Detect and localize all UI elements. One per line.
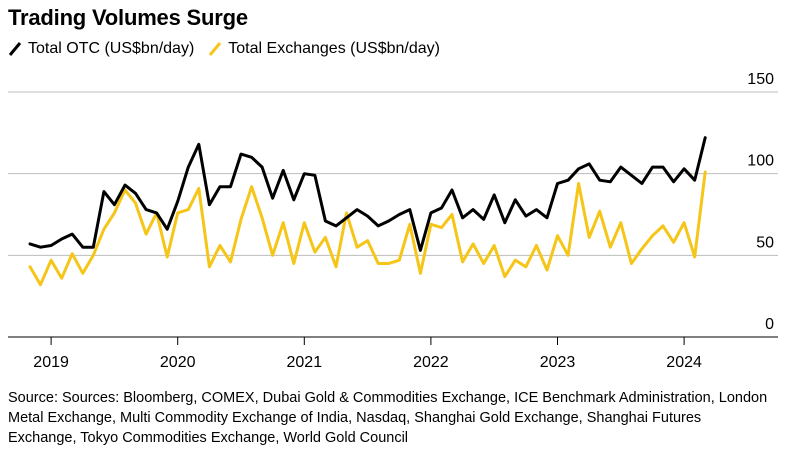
x-tick-label: 2020 [160, 354, 196, 371]
y-tick-label: 150 [747, 71, 774, 88]
x-tick-label: 2024 [666, 354, 702, 371]
legend-item-exchanges: Total Exchanges (US$bn/day) [208, 40, 440, 58]
source-note: Source: Sources: Bloomberg, COMEX, Dubai… [8, 390, 768, 446]
x-tick-label: 2021 [287, 354, 323, 371]
legend-label-otc: Total OTC (US$bn/day) [28, 40, 195, 57]
y-tick-label: 50 [756, 234, 774, 251]
x-tick-label: 2019 [33, 354, 69, 371]
y-tick-label: 0 [765, 316, 774, 333]
chart-title: Trading Volumes Surge [8, 5, 248, 30]
legend-swatch-otc [8, 42, 22, 56]
legend-swatch-exchanges [208, 42, 222, 56]
legend-item-otc: Total OTC (US$bn/day) [8, 40, 194, 58]
legend: Total OTC (US$bn/day) Total Exchanges (U… [8, 40, 454, 58]
x-tick-label: 2023 [540, 354, 576, 371]
legend-label-exchanges: Total Exchanges (US$bn/day) [228, 40, 440, 57]
series-line-otc [28, 136, 707, 252]
x-tick-label: 2022 [413, 354, 449, 371]
chart-plot: 0 50 100 150 2019 2020 2021 2022 2023 2024 [8, 71, 778, 371]
y-tick-label: 100 [747, 153, 774, 170]
series-line-exchanges [28, 170, 707, 287]
